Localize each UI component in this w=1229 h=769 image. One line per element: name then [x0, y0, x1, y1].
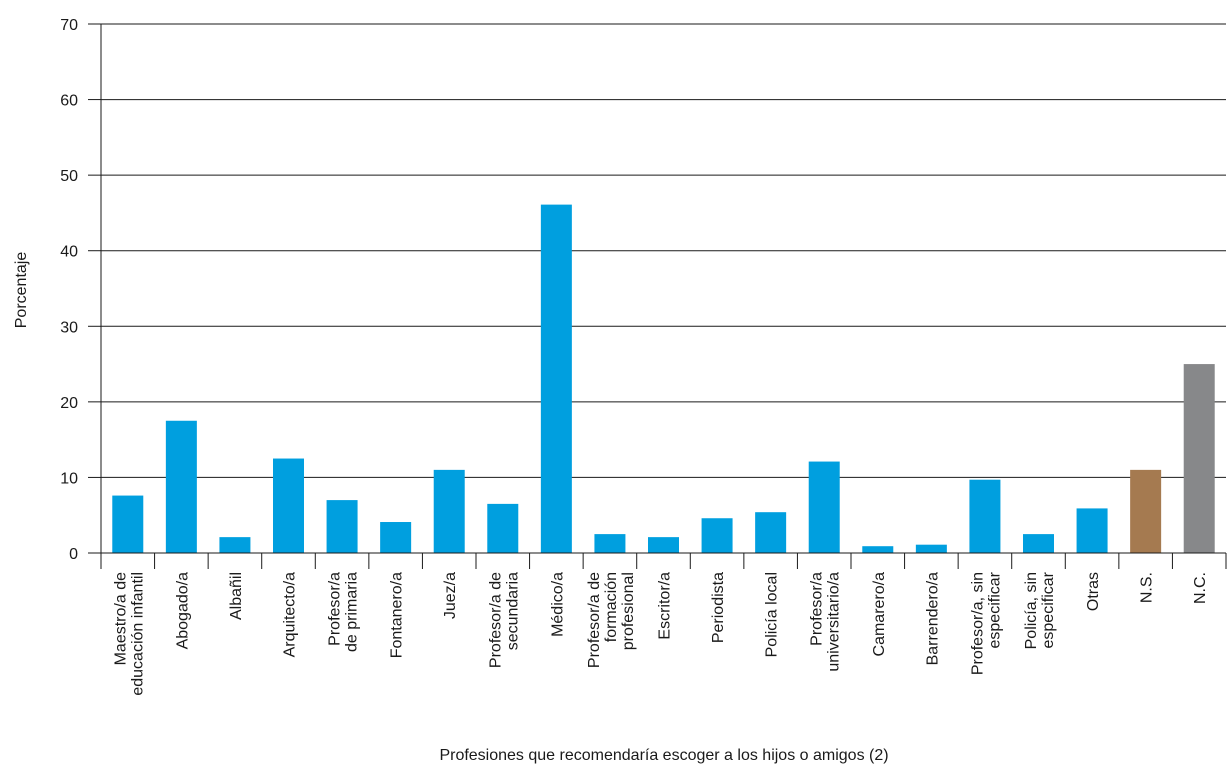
x-category-label-line: Albañil	[228, 572, 245, 620]
bar	[1023, 534, 1054, 553]
y-tick-label: 50	[60, 168, 78, 185]
x-category-label-line: Barrendero/a	[924, 572, 941, 665]
x-category-label: Médico/a	[549, 572, 566, 637]
y-axis-title: Porcentaje	[13, 252, 30, 329]
y-tick-label: 40	[60, 244, 78, 261]
y-tick-labels: 0 10 20 30 40 50 60 70	[60, 17, 78, 563]
x-category-label-line: Policía, sin	[1023, 572, 1040, 649]
bars	[112, 205, 1214, 553]
bar	[648, 537, 679, 553]
bar	[755, 512, 786, 553]
x-category-label-line: N.C.	[1192, 572, 1209, 604]
y-tick-label: 20	[60, 395, 78, 412]
x-category-label-line: Juez/a	[442, 572, 459, 619]
x-category-label: N.C.	[1192, 572, 1209, 604]
x-category-label-line: universitario/a	[826, 572, 843, 672]
x-category-label-line: Médico/a	[549, 572, 566, 637]
x-category-label: Arquitecto/a	[282, 572, 299, 657]
y-tick-label: 70	[60, 17, 78, 34]
bar	[327, 500, 358, 553]
y-tick-label: 60	[60, 93, 78, 110]
y-tick-label: 30	[60, 319, 78, 336]
x-category-label: Profesor/a, sin especificar	[969, 571, 1003, 675]
bar	[219, 537, 250, 553]
x-category-label-line: especificar	[986, 571, 1003, 648]
x-category-label: Policía local	[764, 572, 781, 657]
x-category-label: Barrendero/a	[924, 572, 941, 665]
x-category-label-line: Otras	[1085, 572, 1102, 611]
x-category-label-line: Camarero/a	[871, 572, 888, 657]
x-category-label-line: Arquitecto/a	[282, 572, 299, 657]
y-tick-label: 10	[60, 470, 78, 487]
x-axis-title: Profesiones que recomendaría escoger a l…	[439, 747, 888, 764]
x-category-label: Profesor/a universitario/a	[809, 572, 843, 672]
x-category-label-line: especificar	[1040, 571, 1057, 648]
x-category-label-line: Fontanero/a	[389, 572, 406, 658]
x-category-label: Profesor/a de secundaria	[487, 572, 521, 668]
x-category-label-line: profesional	[620, 572, 637, 650]
x-category-label-line: Profesor/a	[327, 572, 344, 646]
bar	[1077, 508, 1108, 553]
x-category-label: Escritor/a	[657, 572, 674, 640]
x-category-label-line: secundaria	[504, 572, 521, 650]
bar	[380, 522, 411, 553]
bar	[969, 480, 1000, 553]
x-category-label-line: Maestro/a de	[112, 572, 129, 665]
x-category-label-line: Periodista	[710, 572, 727, 643]
bar	[916, 545, 947, 553]
x-category-label: Fontanero/a	[389, 572, 406, 658]
x-category-label-line: N.S.	[1139, 572, 1156, 603]
bar	[1184, 364, 1215, 553]
x-category-label: Profesor/a de primaria	[327, 572, 361, 652]
x-category-label-line: educación infantil	[129, 572, 146, 696]
x-category-label: Profesor/a de formación profesional	[586, 572, 637, 668]
axes	[88, 24, 1226, 569]
x-category-label: Juez/a	[442, 572, 459, 619]
x-category-label: Camarero/a	[871, 572, 888, 657]
x-category-label: Otras	[1085, 572, 1102, 611]
x-category-label-line: Escritor/a	[657, 572, 674, 640]
x-category-label-line: formación	[603, 572, 620, 642]
x-category-label-line: Profesor/a, sin	[969, 572, 986, 675]
bar	[273, 459, 304, 553]
x-category-label: Maestro/a de educación infantil	[112, 572, 146, 696]
bar	[166, 421, 197, 553]
gridlines	[101, 24, 1226, 477]
bar	[702, 518, 733, 553]
bar	[809, 462, 840, 553]
x-category-label: Abogado/a	[174, 572, 191, 650]
x-category-labels: Maestro/a de educación infantil Abogado/a A…	[112, 571, 1209, 695]
bar	[112, 496, 143, 553]
x-category-label-line: Profesor/a	[809, 572, 826, 646]
bar	[541, 205, 572, 553]
x-category-label: Periodista	[710, 572, 727, 643]
x-category-label-line: Abogado/a	[174, 572, 191, 650]
x-category-label: Policía, sin especificar	[1023, 571, 1057, 649]
bar	[1130, 470, 1161, 553]
x-category-label-line: Profesor/a de	[487, 572, 504, 668]
x-category-label-line: Profesor/a de	[586, 572, 603, 668]
bar	[434, 470, 465, 553]
x-category-label: Albañil	[228, 572, 245, 620]
x-category-label-line: de primaria	[344, 572, 361, 652]
y-tick-label: 0	[69, 546, 78, 563]
x-category-label-line: Policía local	[764, 572, 781, 657]
bar	[594, 534, 625, 553]
x-category-label: N.S.	[1139, 572, 1156, 603]
bar	[487, 504, 518, 553]
bar	[862, 546, 893, 553]
